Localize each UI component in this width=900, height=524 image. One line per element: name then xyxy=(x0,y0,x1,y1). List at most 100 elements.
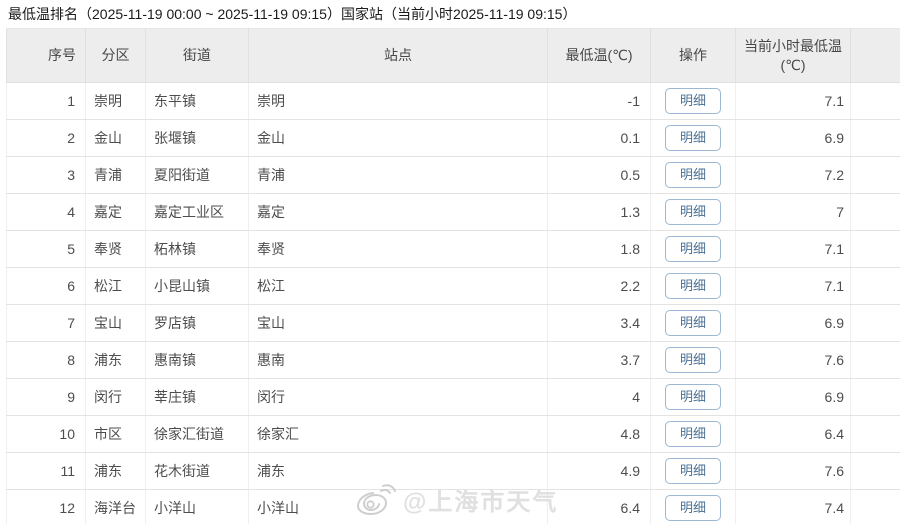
cell-filler xyxy=(850,378,900,416)
cell-district: 市区 xyxy=(85,415,146,453)
cell-street: 嘉定工业区 xyxy=(145,193,249,231)
cell-min-temp: 4.9 xyxy=(547,452,651,490)
cell-min-temp: 1.8 xyxy=(547,230,651,268)
cell-seq: 10 xyxy=(6,415,86,453)
header-filler-column xyxy=(850,28,900,83)
cell-current-hour-min-temp: 7.4 xyxy=(735,489,851,524)
cell-seq: 4 xyxy=(6,193,86,231)
cell-district: 崇明 xyxy=(85,82,146,120)
header-street: 街道 xyxy=(145,28,249,83)
cell-station: 金山 xyxy=(248,119,548,157)
table-row: 7 宝山 罗店镇 宝山 3.4 明细 6.9 xyxy=(6,304,900,342)
cell-action: 明细 xyxy=(650,82,736,120)
cell-filler xyxy=(850,304,900,342)
cell-action: 明细 xyxy=(650,378,736,416)
cell-street: 张堰镇 xyxy=(145,119,249,157)
detail-button[interactable]: 明细 xyxy=(665,236,721,262)
cell-street: 东平镇 xyxy=(145,82,249,120)
cell-station: 惠南 xyxy=(248,341,548,379)
cell-min-temp: -1 xyxy=(547,82,651,120)
cell-station: 浦东 xyxy=(248,452,548,490)
detail-button[interactable]: 明细 xyxy=(665,310,721,336)
table-row: 11 浦东 花木街道 浦东 4.9 明细 7.6 xyxy=(6,452,900,490)
table-row: 2 金山 张堰镇 金山 0.1 明细 6.9 xyxy=(6,119,900,157)
page-title: 最低温排名（2025-11-19 00:00 ~ 2025-11-19 09:1… xyxy=(8,6,577,22)
table-row: 3 青浦 夏阳街道 青浦 0.5 明细 7.2 xyxy=(6,156,900,194)
cell-current-hour-min-temp: 7.6 xyxy=(735,341,851,379)
cell-filler xyxy=(850,267,900,305)
table-row: 10 市区 徐家汇街道 徐家汇 4.8 明细 6.4 xyxy=(6,415,900,453)
header-station: 站点 xyxy=(248,28,548,83)
table-row: 1 崇明 东平镇 崇明 -1 明细 7.1 xyxy=(6,82,900,120)
cell-action: 明细 xyxy=(650,193,736,231)
cell-current-hour-min-temp: 6.9 xyxy=(735,304,851,342)
cell-district: 浦东 xyxy=(85,341,146,379)
cell-seq: 5 xyxy=(6,230,86,268)
cell-seq: 11 xyxy=(6,452,86,490)
cell-station: 崇明 xyxy=(248,82,548,120)
cell-current-hour-min-temp: 7.6 xyxy=(735,452,851,490)
header-action: 操作 xyxy=(650,28,736,83)
table-body: 1 崇明 东平镇 崇明 -1 明细 7.1 2 金山 张堰镇 金山 0.1 明细… xyxy=(6,82,900,524)
cell-filler xyxy=(850,193,900,231)
cell-street: 小昆山镇 xyxy=(145,267,249,305)
cell-seq: 2 xyxy=(6,119,86,157)
table-row: 12 海洋台 小洋山 小洋山 6.4 明细 7.4 xyxy=(6,489,900,524)
cell-filler xyxy=(850,82,900,120)
cell-filler xyxy=(850,415,900,453)
cell-seq: 1 xyxy=(6,82,86,120)
cell-station: 宝山 xyxy=(248,304,548,342)
cell-current-hour-min-temp: 7.2 xyxy=(735,156,851,194)
cell-street: 花木街道 xyxy=(145,452,249,490)
cell-filler xyxy=(850,489,900,524)
table-row: 4 嘉定 嘉定工业区 嘉定 1.3 明细 7 xyxy=(6,193,900,231)
cell-filler xyxy=(850,230,900,268)
cell-district: 嘉定 xyxy=(85,193,146,231)
cell-station: 青浦 xyxy=(248,156,548,194)
cell-min-temp: 2.2 xyxy=(547,267,651,305)
cell-station: 嘉定 xyxy=(248,193,548,231)
detail-button[interactable]: 明细 xyxy=(665,495,721,521)
detail-button[interactable]: 明细 xyxy=(665,347,721,373)
cell-current-hour-min-temp: 6.4 xyxy=(735,415,851,453)
cell-current-hour-min-temp: 7 xyxy=(735,193,851,231)
cell-district: 浦东 xyxy=(85,452,146,490)
detail-button[interactable]: 明细 xyxy=(665,162,721,188)
header-seq: 序号 xyxy=(6,28,86,83)
cell-action: 明细 xyxy=(650,489,736,524)
cell-action: 明细 xyxy=(650,119,736,157)
cell-action: 明细 xyxy=(650,304,736,342)
cell-filler xyxy=(850,341,900,379)
cell-street: 罗店镇 xyxy=(145,304,249,342)
detail-button[interactable]: 明细 xyxy=(665,199,721,225)
cell-district: 金山 xyxy=(85,119,146,157)
cell-station: 松江 xyxy=(248,267,548,305)
cell-street: 柘林镇 xyxy=(145,230,249,268)
detail-button[interactable]: 明细 xyxy=(665,273,721,299)
cell-seq: 3 xyxy=(6,156,86,194)
cell-seq: 9 xyxy=(6,378,86,416)
detail-button[interactable]: 明细 xyxy=(665,458,721,484)
table-row: 6 松江 小昆山镇 松江 2.2 明细 7.1 xyxy=(6,267,900,305)
cell-street: 莘庄镇 xyxy=(145,378,249,416)
header-district: 分区 xyxy=(85,28,146,83)
detail-button[interactable]: 明细 xyxy=(665,384,721,410)
cell-district: 奉贤 xyxy=(85,230,146,268)
cell-min-temp: 3.4 xyxy=(547,304,651,342)
cell-min-temp: 0.1 xyxy=(547,119,651,157)
detail-button[interactable]: 明细 xyxy=(665,88,721,114)
cell-action: 明细 xyxy=(650,156,736,194)
cell-station: 徐家汇 xyxy=(248,415,548,453)
header-row: 序号 分区 街道 站点 最低温(℃) 操作 当前小时最低温(℃) xyxy=(6,28,900,83)
header-current-hour-min-temp: 当前小时最低温(℃) xyxy=(735,28,851,83)
cell-action: 明细 xyxy=(650,267,736,305)
table-row: 9 闵行 莘庄镇 闵行 4 明细 6.9 xyxy=(6,378,900,416)
cell-action: 明细 xyxy=(650,341,736,379)
cell-current-hour-min-temp: 7.1 xyxy=(735,82,851,120)
cell-station: 奉贤 xyxy=(248,230,548,268)
cell-street: 小洋山 xyxy=(145,489,249,524)
cell-seq: 8 xyxy=(6,341,86,379)
detail-button[interactable]: 明细 xyxy=(665,125,721,151)
detail-button[interactable]: 明细 xyxy=(665,421,721,447)
